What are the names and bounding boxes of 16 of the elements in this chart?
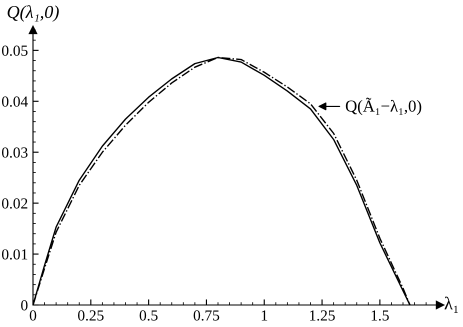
x-tick-label: 1.5: [372, 310, 389, 321]
x-tick-label: 0.5: [140, 310, 158, 321]
y-tick-label: 0.05: [2, 46, 28, 56]
y-tick-label: 0.04: [2, 96, 28, 107]
y-tick-label: 0: [21, 300, 28, 310]
x-tick-label: 0.25: [78, 310, 104, 321]
x-tick-label: 1: [262, 310, 268, 320]
x-axis-title: λ₁: [444, 296, 458, 313]
annotation: Q(Ã₁−λ₁,0): [346, 98, 422, 116]
x-tick-label: 0.75: [194, 310, 220, 321]
x-tick-label: 0: [30, 310, 36, 321]
y-tick-label: 0.02: [2, 198, 28, 209]
y-axis-title: Q(λ₁,0): [8, 5, 59, 22]
x-tick-label: 1.25: [310, 310, 335, 321]
y-tick-label: 0.03: [2, 147, 28, 158]
y-tick-label: 0.01: [2, 249, 28, 260]
